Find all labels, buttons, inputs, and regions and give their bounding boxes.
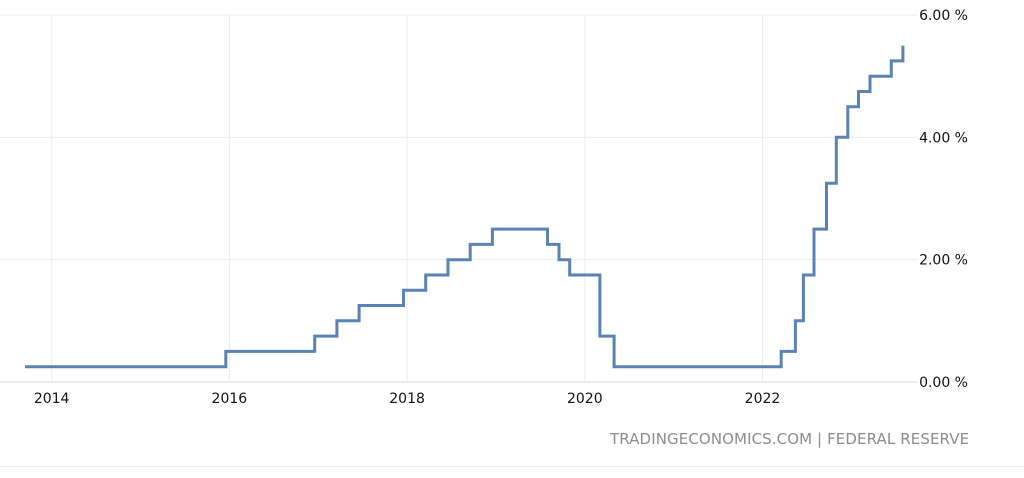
x-tick-label: 2016 xyxy=(212,391,248,407)
y-tick-label: 2.00 % xyxy=(919,253,968,269)
x-tick-label: 2022 xyxy=(745,391,781,407)
x-tick-label: 2020 xyxy=(567,391,603,407)
y-tick-label: 6.00 % xyxy=(919,8,968,24)
y-axis-ticks: 0.00 % 2.00 % 4.00 % 6.00 % xyxy=(919,8,968,391)
source-credit: TRADINGECONOMICS.COM | FEDERAL RESERVE xyxy=(610,430,970,448)
y-tick-label: 0.00 % xyxy=(919,375,968,391)
y-tick-label: 4.00 % xyxy=(919,130,968,146)
x-tick-label: 2014 xyxy=(34,391,70,407)
grid-lines xyxy=(0,14,918,383)
divider xyxy=(0,466,1024,467)
x-tick-label: 2018 xyxy=(389,391,425,407)
series-line xyxy=(25,45,905,369)
x-axis-ticks: 2014 2016 2018 2020 2022 xyxy=(34,391,780,407)
